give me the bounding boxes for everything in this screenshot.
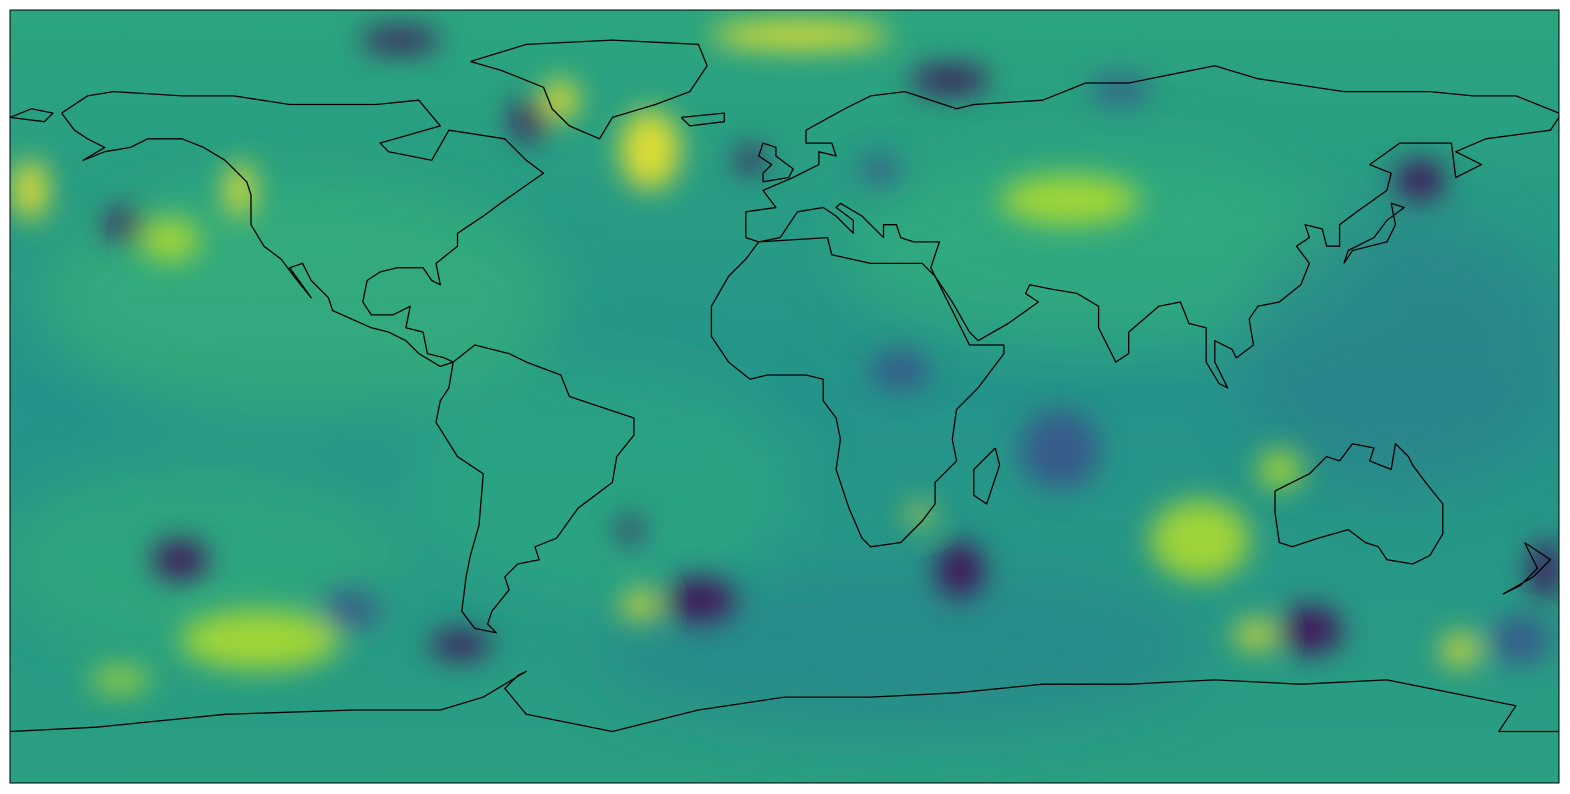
feature <box>1020 410 1100 490</box>
coastlines <box>10 39 1559 733</box>
feature <box>908 505 932 525</box>
coastline <box>435 344 635 634</box>
feature <box>152 540 208 580</box>
feature <box>936 542 984 598</box>
feature <box>620 110 680 190</box>
feature <box>1258 450 1302 490</box>
shade <box>400 360 800 600</box>
coastline <box>1274 443 1444 565</box>
feature <box>12 160 48 220</box>
feature <box>1235 621 1275 649</box>
feature <box>1000 175 1140 225</box>
coastline <box>10 670 1559 733</box>
feature <box>430 631 490 659</box>
feature <box>710 21 890 49</box>
wind-features <box>12 21 1559 692</box>
feature <box>664 578 736 622</box>
coastline <box>680 112 725 127</box>
shade <box>840 150 1360 350</box>
feature <box>510 100 550 140</box>
field <box>10 10 1559 783</box>
feature <box>1530 540 1559 600</box>
feature <box>140 218 200 262</box>
feature <box>90 668 150 692</box>
coastline <box>61 90 545 368</box>
feature <box>360 28 440 52</box>
feature <box>542 80 578 120</box>
feature <box>860 156 900 184</box>
feature <box>1395 160 1445 200</box>
coastline <box>1502 541 1552 595</box>
feature <box>105 209 145 241</box>
coastline <box>1343 202 1405 264</box>
feature <box>736 146 764 174</box>
coastline <box>10 108 54 123</box>
feature <box>320 590 380 630</box>
feature <box>622 591 658 619</box>
coastline <box>745 65 1559 389</box>
shade <box>1240 210 1559 490</box>
feature <box>1150 500 1250 580</box>
feature <box>226 162 254 218</box>
feature <box>1442 634 1478 666</box>
feature <box>180 610 340 670</box>
feature <box>1278 606 1342 654</box>
coastline <box>470 39 708 140</box>
feature <box>870 350 930 390</box>
feature <box>910 66 990 94</box>
map-frame <box>9 9 1560 784</box>
feature <box>618 518 642 542</box>
coastline <box>973 447 1001 505</box>
coastline <box>758 142 794 183</box>
shade <box>600 570 1200 730</box>
feature <box>1490 616 1550 664</box>
coastline <box>710 236 1005 548</box>
